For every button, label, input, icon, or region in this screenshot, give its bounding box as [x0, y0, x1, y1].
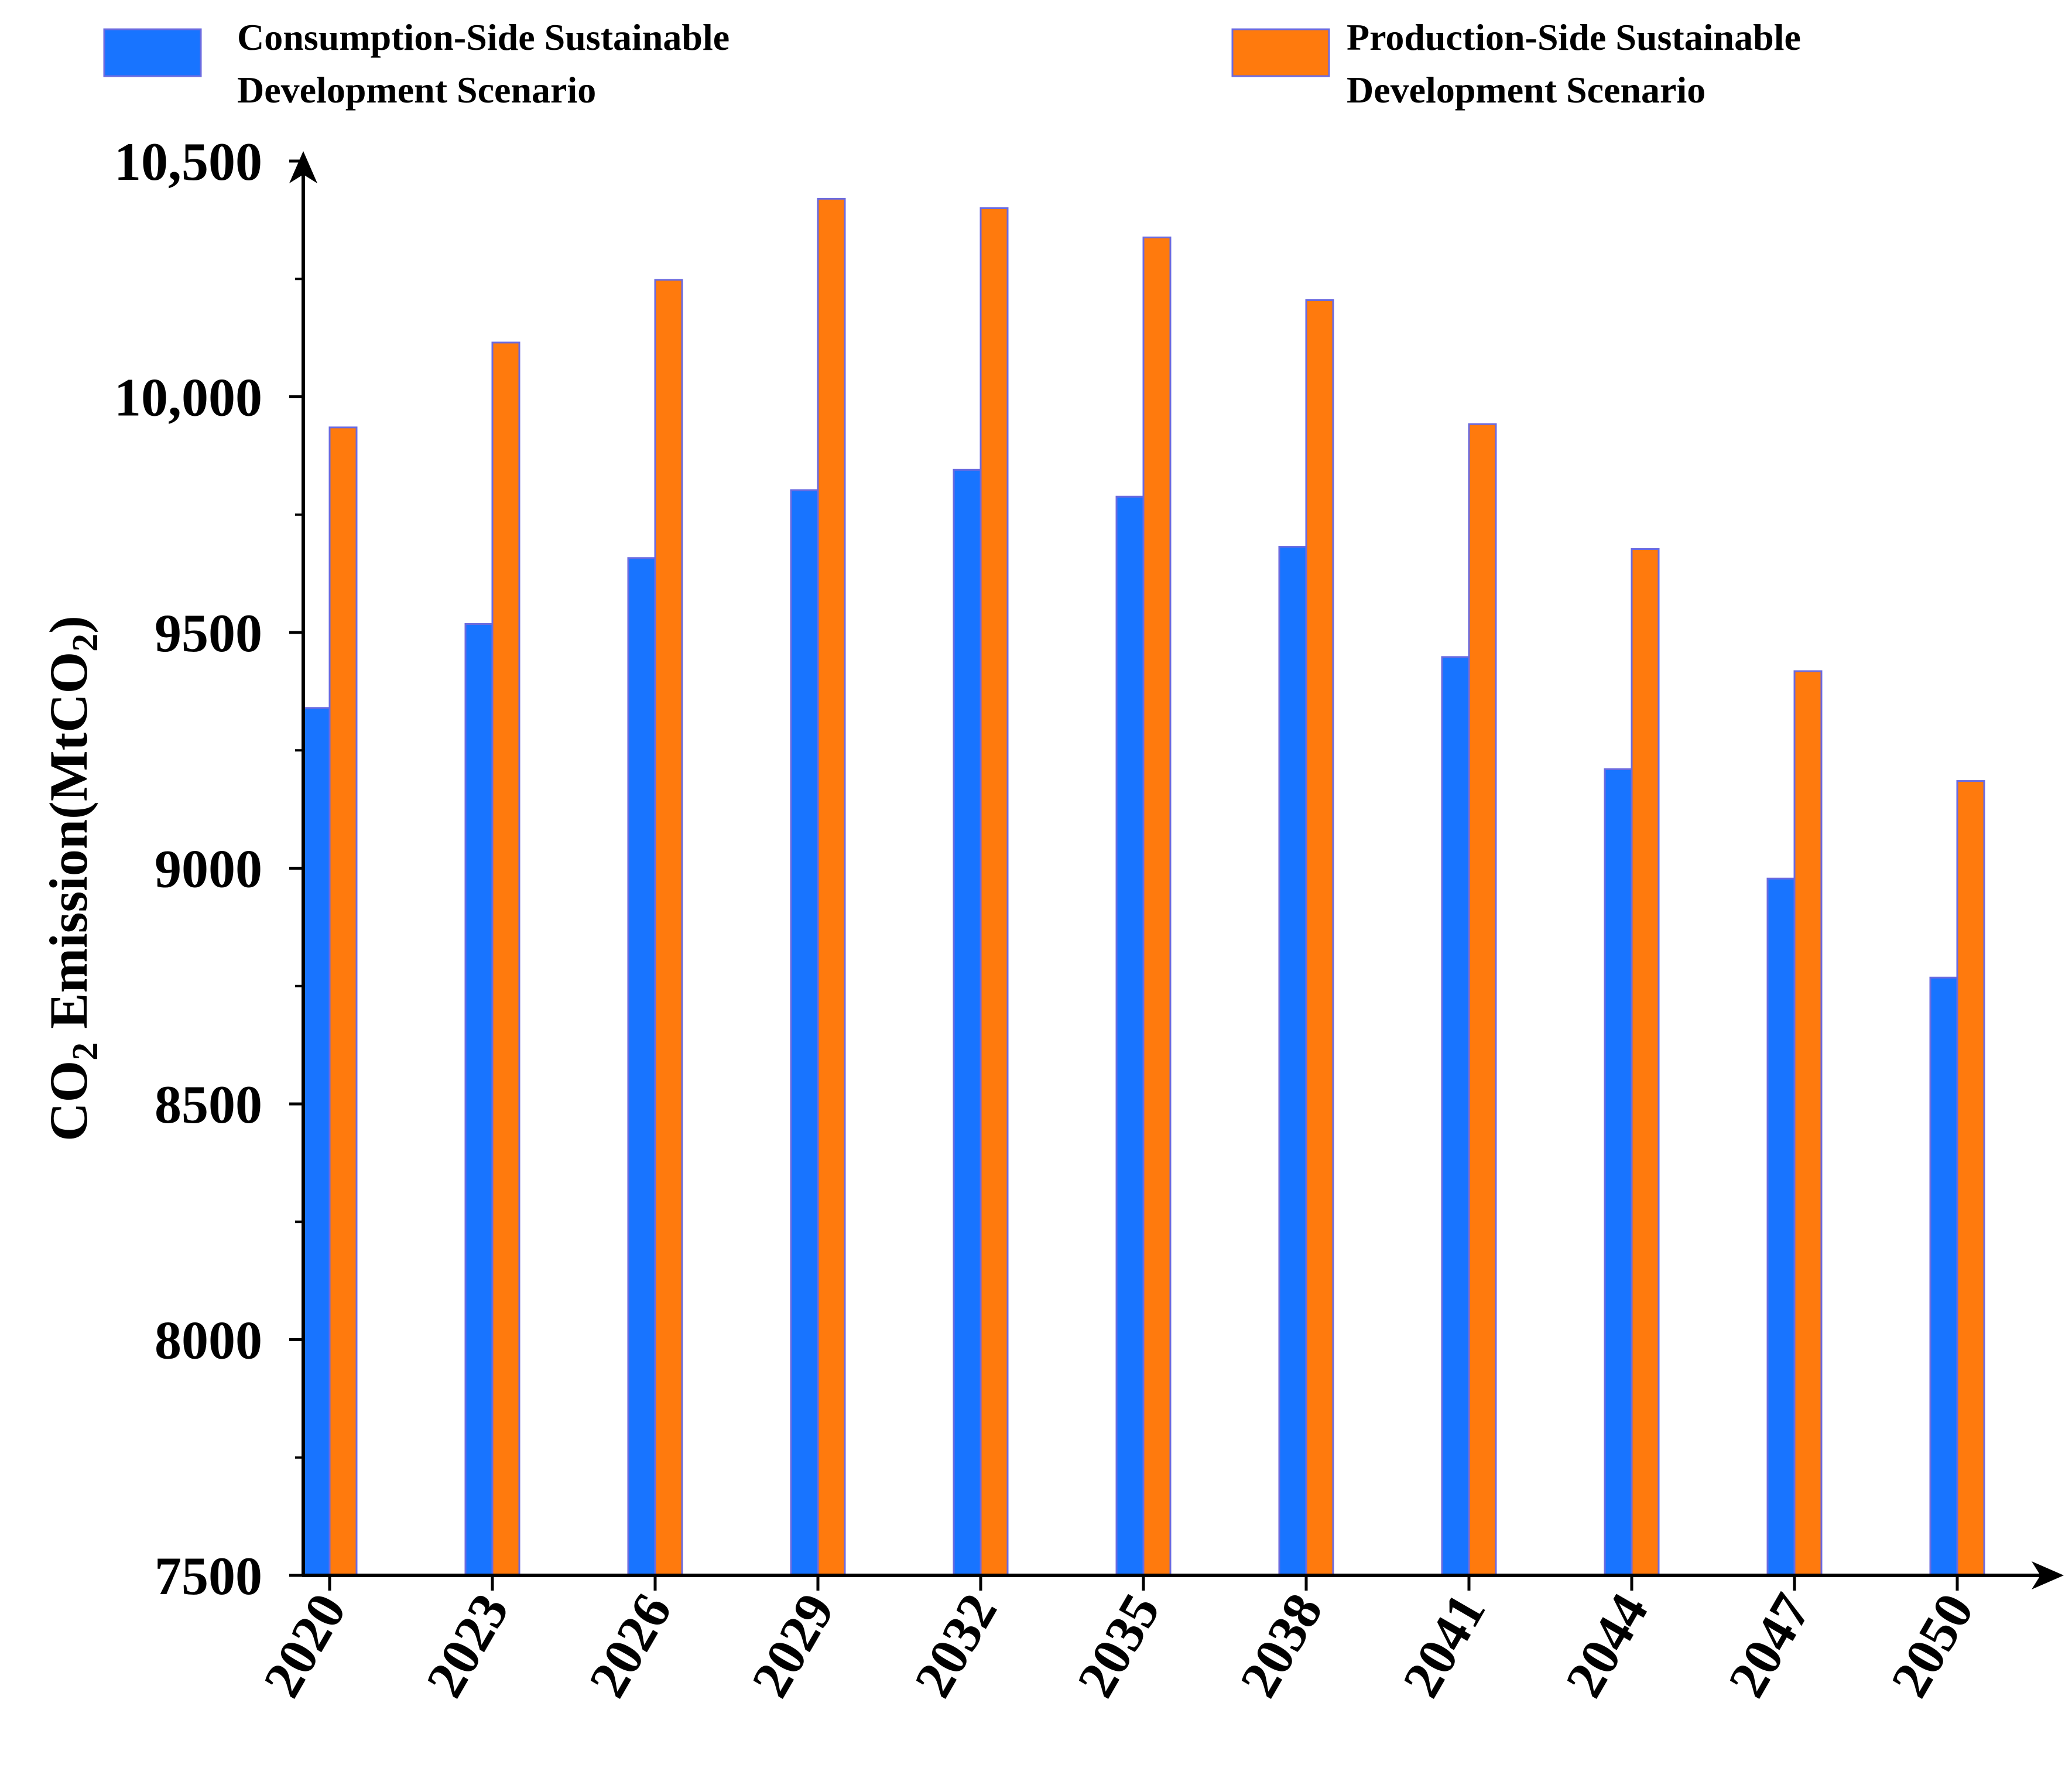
- y-tick-label-9500: 9500: [155, 603, 262, 663]
- x-tick-label-2050: 2050: [1879, 1584, 1985, 1707]
- legend-label-production-line1: Production-Side Sustainable: [1347, 16, 1801, 58]
- bar-consumption-2020: [302, 707, 331, 1577]
- y-tick-label-10000: 10,000: [114, 368, 262, 428]
- bar-consumption-2035: [1115, 495, 1145, 1577]
- x-tick-label-2035: 2035: [1066, 1584, 1171, 1707]
- bar-consumption-2044: [1604, 768, 1633, 1577]
- y-axis-label-subscript-2: 2: [66, 634, 105, 652]
- legend-label-consumption-line1: Consumption-Side Sustainable: [237, 16, 730, 58]
- y-tick-label-8000: 8000: [155, 1311, 262, 1370]
- bar-production-2047: [1793, 670, 1823, 1577]
- y-axis-label-prefix: CO: [39, 1061, 98, 1141]
- bar-production-2026: [654, 279, 683, 1577]
- bar-production-2041: [1468, 423, 1497, 1577]
- x-axis-arrowhead: [2032, 1561, 2064, 1589]
- x-ticks-group: 2020 2023 2026 2029 2032 2035 2038 2041 2044 2047…: [252, 1575, 1985, 1707]
- x-tick-label-2047: 2047: [1717, 1584, 1822, 1707]
- x-tick-label-2032: 2032: [903, 1584, 1008, 1707]
- legend-label-consumption-line2: Development Scenario: [237, 69, 596, 111]
- legend-label-production-line2: Development Scenario: [1347, 69, 1705, 111]
- bar-consumption-2038: [1278, 545, 1307, 1577]
- bar-consumption-2047: [1766, 877, 1796, 1577]
- bar-consumption-2026: [627, 557, 656, 1577]
- chart-legend: Consumption-Side Sustainable Development…: [103, 16, 1801, 111]
- x-tick-label-2044: 2044: [1554, 1584, 1659, 1707]
- x-tick-label-2023: 2023: [415, 1584, 520, 1707]
- y-axis-label-subscript: 2: [66, 1042, 105, 1061]
- x-tick-label-2026: 2026: [577, 1584, 683, 1707]
- bar-consumption-2041: [1441, 656, 1470, 1577]
- y-axis-label-suffix: ): [39, 616, 98, 634]
- y-axis-arrowhead: [289, 151, 317, 183]
- bar-production-2044: [1631, 548, 1660, 1577]
- bar-consumption-2023: [464, 623, 494, 1577]
- axes-group: [289, 151, 2064, 1589]
- bar-consumption-2029: [790, 489, 819, 1577]
- bar-production-2029: [817, 197, 846, 1577]
- y-axis-label: CO2 Emission(MtCO2): [39, 616, 105, 1141]
- y-axis-label-middle: Emission(MtCO: [39, 652, 98, 1042]
- y-tick-label-7500: 7500: [155, 1546, 262, 1606]
- y-tick-label-10500: 10,500: [114, 132, 262, 192]
- legend-swatch-production: [1231, 28, 1330, 77]
- x-tick-label-2020: 2020: [252, 1584, 357, 1707]
- x-tick-label-2029: 2029: [740, 1584, 845, 1707]
- x-tick-label-2038: 2038: [1228, 1584, 1334, 1707]
- bar-production-2020: [328, 426, 358, 1577]
- bar-production-2035: [1142, 236, 1172, 1577]
- bar-production-2032: [980, 207, 1009, 1577]
- bars-group: [302, 197, 1985, 1577]
- x-tick-label-2041: 2041: [1391, 1584, 1496, 1707]
- bar-production-2050: [1956, 780, 1985, 1577]
- bar-consumption-2032: [953, 469, 982, 1577]
- bar-production-2023: [491, 341, 520, 1577]
- bar-production-2038: [1305, 299, 1334, 1577]
- legend-swatch-consumption: [103, 28, 202, 77]
- y-tick-label-8500: 8500: [155, 1075, 262, 1134]
- y-ticks-group: 10,500 10,000 9500 9000 8500 8000 7500: [114, 132, 303, 1606]
- y-tick-label-9000: 9000: [155, 839, 262, 899]
- bar-consumption-2050: [1929, 976, 1958, 1577]
